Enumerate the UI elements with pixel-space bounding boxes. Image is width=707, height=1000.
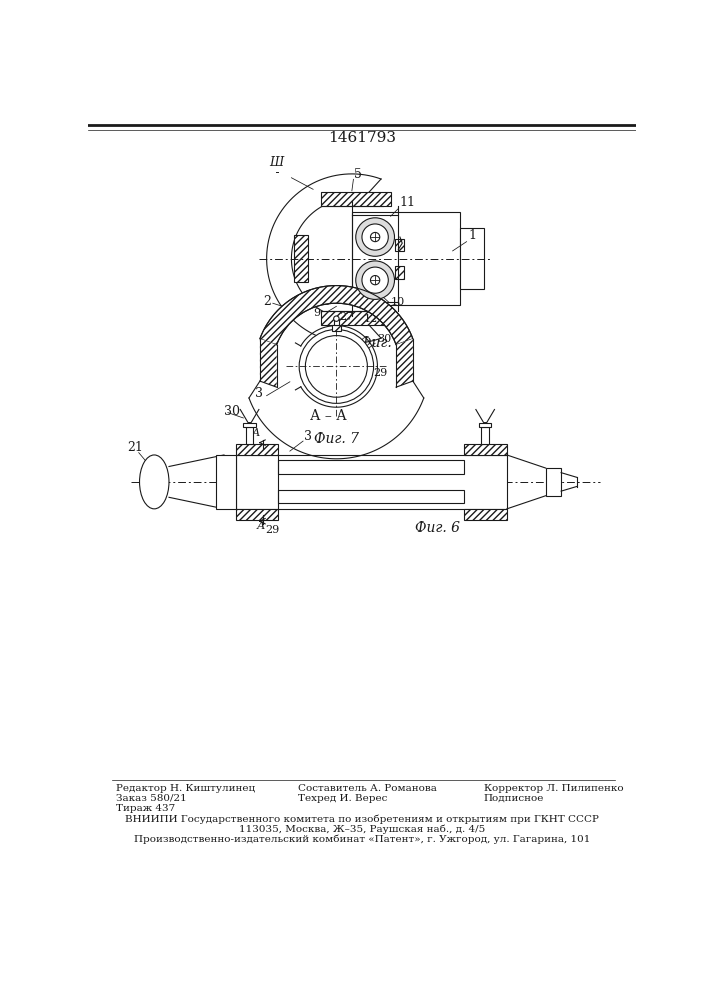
Text: 2: 2 (263, 295, 271, 308)
Bar (334, 319, 339, 325)
Bar (235, 455, 507, 509)
Text: 113035, Москва, Ж–35, Раушская наб., д. 4/5: 113035, Москва, Ж–35, Раушская наб., д. … (239, 825, 485, 834)
Text: 12: 12 (363, 314, 378, 324)
Circle shape (370, 276, 380, 285)
Text: 1: 1 (468, 229, 476, 242)
Bar (479, 423, 491, 427)
Bar (395, 266, 404, 279)
Bar (279, 490, 464, 503)
Bar (246, 427, 253, 444)
Bar (332, 325, 341, 331)
Bar (293, 235, 308, 282)
Text: Редактор Н. Киштулинец: Редактор Н. Киштулинец (115, 784, 255, 793)
Text: ВНИИПИ Государственного комитета по изобретениям и открытиям при ГКНТ СССР: ВНИИПИ Государственного комитета по изоб… (125, 815, 599, 824)
Polygon shape (260, 339, 276, 387)
Bar (464, 509, 507, 520)
Bar (216, 455, 235, 509)
Text: Заказ 580/21: Заказ 580/21 (115, 794, 186, 803)
Text: Подписное: Подписное (484, 794, 544, 803)
Bar (321, 311, 391, 325)
Text: Ш: Ш (269, 156, 283, 169)
Bar (460, 228, 484, 289)
Text: А – А: А – А (310, 409, 347, 423)
Text: 1461793: 1461793 (328, 131, 396, 145)
Bar (279, 460, 464, 474)
Circle shape (299, 329, 373, 403)
Text: Техред И. Верес: Техред И. Верес (298, 794, 387, 803)
Circle shape (370, 232, 380, 242)
Bar (464, 444, 507, 455)
Text: 3: 3 (304, 430, 312, 443)
Text: 5: 5 (354, 168, 362, 181)
Text: 21: 21 (127, 441, 143, 454)
Bar (481, 427, 489, 444)
Text: Составитель А. Романова: Составитель А. Романова (298, 784, 436, 793)
Bar (321, 192, 391, 206)
Circle shape (305, 336, 368, 397)
Bar (546, 468, 561, 496)
Text: 29: 29 (265, 525, 279, 535)
Text: 13: 13 (317, 297, 332, 307)
Circle shape (334, 316, 339, 321)
Text: 30: 30 (377, 334, 391, 344)
Bar (395, 239, 404, 251)
Text: 10: 10 (391, 297, 405, 307)
Text: Тираж 437: Тираж 437 (115, 804, 175, 813)
Text: А: А (252, 428, 260, 438)
Ellipse shape (139, 455, 169, 509)
Text: Производственно-издательский комбинат «Патент», г. Ужгород, ул. Гагарина, 101: Производственно-издательский комбинат «П… (134, 835, 590, 844)
Bar (235, 444, 279, 455)
Bar (243, 423, 256, 427)
Text: Фиг. 6: Фиг. 6 (414, 521, 460, 535)
Text: А: А (257, 521, 265, 531)
Text: Фиг. 7: Фиг. 7 (314, 432, 359, 446)
Text: Фиг. 5: Фиг. 5 (361, 336, 405, 350)
Text: 29: 29 (373, 368, 388, 378)
Text: 27: 27 (339, 312, 354, 322)
Wedge shape (260, 286, 413, 345)
Text: 11: 11 (400, 196, 416, 209)
Text: Корректор Л. Пилипенко: Корректор Л. Пилипенко (484, 784, 624, 793)
Bar (235, 509, 279, 520)
Text: 9: 9 (313, 308, 320, 318)
Text: 30: 30 (224, 405, 240, 418)
Bar (352, 212, 460, 305)
Polygon shape (396, 339, 413, 387)
Text: 3: 3 (255, 387, 263, 400)
